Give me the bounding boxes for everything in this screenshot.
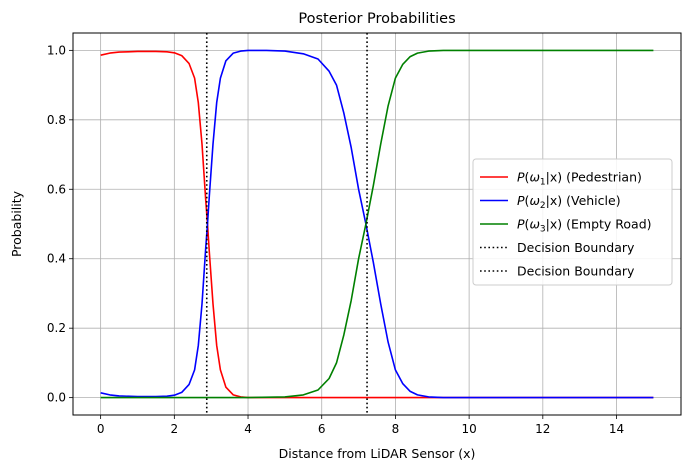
x-tick-label: 0 <box>97 422 105 436</box>
y-tick-label: 0.0 <box>47 391 66 405</box>
legend-box <box>472 158 673 286</box>
axis-ticks: 0 2 4 6 8 10 12 140.00.20.40.60.81.0 <box>47 43 624 436</box>
plot-frame <box>72 32 682 416</box>
x-tick-label: 2 <box>171 422 179 436</box>
legend-label-subscript: 1 <box>540 178 546 188</box>
legend-label: Decision Boundary <box>517 240 635 255</box>
x-tick-label: 10 <box>461 422 476 436</box>
series-line-1 <box>100 50 654 399</box>
legend-label-subscript: 2 <box>540 201 546 211</box>
legend-label-paren: ( <box>525 217 530 232</box>
legend-label-func: P <box>517 193 525 208</box>
y-tick-label: 0.2 <box>47 321 66 335</box>
legend-label-bar: |x) <box>546 170 563 185</box>
series-line-2 <box>100 49 654 399</box>
y-tick-label: 0.8 <box>47 113 66 127</box>
legend-label: Decision Boundary <box>517 264 635 279</box>
legend-label-func: P <box>517 170 525 185</box>
x-tick-label: 6 <box>318 422 326 436</box>
legend-label-greek: ω <box>529 193 539 208</box>
x-tick-label: 8 <box>392 422 400 436</box>
legend-label-greek: ω <box>529 170 539 185</box>
y-tick-label: 0.6 <box>47 182 66 196</box>
y-tick-label: 0.4 <box>47 252 66 266</box>
legend-label-bar: |x) <box>546 217 563 232</box>
legend-label-paren: ( <box>525 170 530 185</box>
y-axis-label: Probability <box>9 190 24 257</box>
plot-area <box>100 33 654 415</box>
x-tick-label: 4 <box>244 422 252 436</box>
legend-label-subscript: 3 <box>540 225 546 235</box>
legend-label-func: P <box>517 217 525 232</box>
chart-title: Posterior Probabilities <box>298 11 455 27</box>
legend-label: P(ω1|x) (Pedestrian) <box>517 170 642 188</box>
legend-label: P(ω3|x) (Empty Road) <box>517 217 652 235</box>
y-tick-label: 1.0 <box>47 43 66 57</box>
legend: P(ω1|x) (Pedestrian)P(ω2|x) (Vehicle)P(ω… <box>472 158 673 286</box>
legend-label-bar: |x) <box>546 193 563 208</box>
x-tick-label: 12 <box>535 422 550 436</box>
legend-label-desc: (Pedestrian) <box>562 170 642 185</box>
x-axis-label: Distance from LiDAR Sensor (x) <box>279 446 476 461</box>
legend-label-paren: ( <box>525 193 530 208</box>
series-line-3 <box>100 49 654 399</box>
legend-label: P(ω2|x) (Vehicle) <box>517 193 621 211</box>
legend-label-desc: (Empty Road) <box>562 217 651 232</box>
legend-label-greek: ω <box>529 217 539 232</box>
x-tick-label: 14 <box>609 422 624 436</box>
legend-label-desc: (Vehicle) <box>562 193 620 208</box>
